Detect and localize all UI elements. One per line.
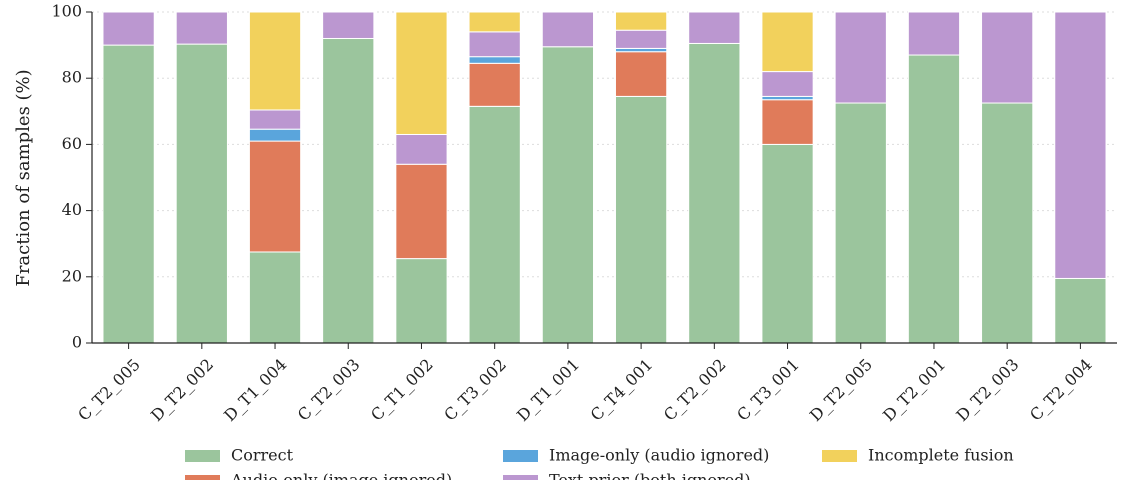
y-tick-label: 40 xyxy=(62,200,82,219)
x-tick-label: C_T3_002 xyxy=(440,355,510,425)
bar-segment xyxy=(614,95,668,344)
x-tick-label: C_T4_001 xyxy=(587,355,657,425)
bar-segment xyxy=(248,140,302,253)
x-tick-label: D_T2_001 xyxy=(879,355,949,425)
bar-segment xyxy=(248,109,302,130)
bar-segment xyxy=(248,128,302,142)
y-tick-label: 80 xyxy=(62,68,82,87)
bar-segment xyxy=(395,133,448,165)
bar-segment xyxy=(175,43,228,344)
legend-label: Text prior (both ignored) xyxy=(549,471,751,480)
bar-segment xyxy=(468,105,521,344)
bar-segment xyxy=(248,251,302,344)
bar-segment xyxy=(761,11,814,73)
x-tick-label: D_T2_002 xyxy=(147,355,217,425)
bar-segment xyxy=(688,11,741,44)
bar-segment xyxy=(614,51,668,97)
bar-segment xyxy=(981,102,1034,344)
legend-label: Incomplete fusion xyxy=(868,446,1014,465)
bar-segment xyxy=(468,56,521,64)
x-tick-label: D_T1_004 xyxy=(220,355,290,425)
bar-segment xyxy=(541,11,595,48)
bar-segment xyxy=(248,11,302,111)
legend-swatch xyxy=(822,450,857,462)
y-tick-label: 100 xyxy=(51,2,82,21)
bar-segment xyxy=(688,42,741,344)
bar-segment xyxy=(614,29,668,49)
bar-segment xyxy=(322,37,375,344)
bar-segment xyxy=(1054,11,1107,279)
bar-segment xyxy=(468,31,521,58)
bar-segment xyxy=(614,11,668,31)
bar-segment xyxy=(395,11,448,135)
x-tick-label: C_T3_001 xyxy=(733,355,803,425)
y-tick-label: 20 xyxy=(62,266,82,285)
x-tick-label: D_T2_003 xyxy=(952,355,1022,425)
y-tick-label: 0 xyxy=(72,333,82,352)
bar-segment xyxy=(907,54,961,344)
bar-segment xyxy=(834,102,887,344)
x-tick-label: D_T1_001 xyxy=(513,355,583,425)
bar-segment xyxy=(761,71,814,97)
x-tick-label: C_T2_004 xyxy=(1026,355,1096,425)
bar-segment xyxy=(541,46,595,344)
bar-segment xyxy=(102,44,155,344)
bar-segment xyxy=(468,11,521,33)
bar-segment xyxy=(981,11,1034,104)
y-axis-label: Fraction of samples (%) xyxy=(13,69,34,286)
x-tick-label: C_T1_002 xyxy=(367,355,437,425)
bar-segment xyxy=(761,143,814,344)
bar-segment xyxy=(395,163,448,260)
legend-label: Audio-only (image ignored) xyxy=(230,471,452,480)
bar-segment xyxy=(468,62,521,107)
bar-segment xyxy=(1054,277,1107,344)
bar-segment xyxy=(907,11,961,56)
bar-segment xyxy=(102,11,155,46)
x-tick-label: D_T2_005 xyxy=(806,355,876,425)
bar-segment xyxy=(175,11,228,45)
bar-segment xyxy=(322,11,375,39)
legend-swatch xyxy=(503,475,538,480)
legend-label: Correct xyxy=(231,446,294,465)
legend-swatch xyxy=(503,450,538,462)
x-tick-label: C_T2_005 xyxy=(74,355,144,425)
bar-segment xyxy=(761,99,814,145)
bar-segment xyxy=(395,258,448,344)
x-tick-label: C_T2_002 xyxy=(660,355,730,425)
legend-label: Image-only (audio ignored) xyxy=(549,446,769,465)
bar-segment xyxy=(834,11,887,104)
legend-swatch xyxy=(185,475,220,480)
x-tick-label: C_T2_003 xyxy=(294,355,364,425)
legend-swatch xyxy=(185,450,220,462)
y-tick-label: 60 xyxy=(62,134,82,153)
